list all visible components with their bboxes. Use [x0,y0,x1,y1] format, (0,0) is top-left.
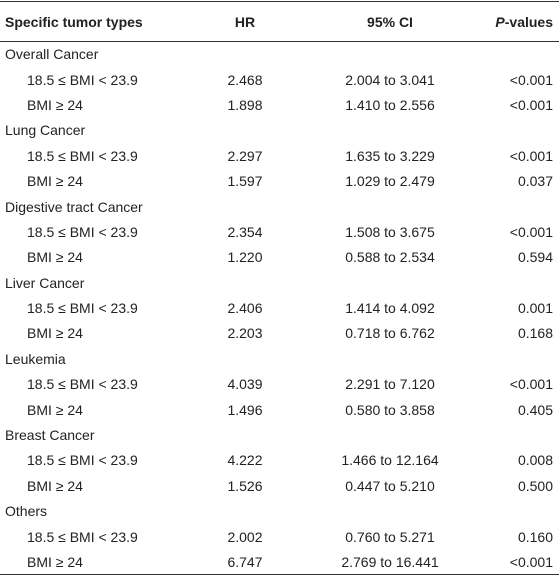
group-name: Breast Cancer [5,427,95,444]
data-row: BMI ≥ 24 2.203 0.718 to 6.762 0.168 [0,321,559,346]
hr-value: 1.597 [227,173,263,190]
hr-value: 2.002 [227,528,263,545]
p-value: <0.001 [509,553,553,570]
row-label: 18.5 ≤ BMI < 23.9 [27,71,138,88]
hr-value: 1.496 [227,401,263,418]
group-row: Others [0,499,559,524]
row-label: BMI ≥ 24 [27,173,83,190]
row-label: BMI ≥ 24 [27,249,83,266]
header-row: Specific tumor types HR 95% CI P-values [0,1,559,42]
row-label: BMI ≥ 24 [27,553,83,570]
data-row: 18.5 ≤ BMI < 23.9 4.039 2.291 to 7.120 <0.0… [0,372,559,397]
p-value: <0.001 [509,223,553,240]
group-name: Leukemia [5,350,66,367]
group-row: Lung Cancer [0,118,559,143]
ci-value: 2.004 to 3.041 [345,71,435,88]
data-row: BMI ≥ 24 1.526 0.447 to 5.210 0.500 [0,473,559,498]
group-name: Digestive tract Cancer [5,198,143,215]
group-row: Leukemia [0,346,559,371]
data-row: BMI ≥ 24 1.496 0.580 to 3.858 0.405 [0,397,559,422]
p-value: <0.001 [509,96,553,113]
p-value: 0.500 [517,477,553,494]
row-label: 18.5 ≤ BMI < 23.9 [27,452,138,469]
row-label: BMI ≥ 24 [27,325,83,342]
ci-value: 2.291 to 7.120 [345,376,435,393]
hr-value: 4.039 [227,376,263,393]
row-label: 18.5 ≤ BMI < 23.9 [27,223,138,240]
row-label: 18.5 ≤ BMI < 23.9 [27,300,138,317]
hr-value: 2.297 [227,147,263,164]
group-row: Breast Cancer [0,422,559,447]
table-body: Overall Cancer 18.5 ≤ BMI < 23.9 2.468 2.00… [0,42,559,575]
data-row: 18.5 ≤ BMI < 23.9 2.354 1.508 to 3.675 <0.0… [0,219,559,244]
header-cell: 95% CI [295,1,485,42]
p-value: 0.008 [517,452,553,469]
data-row: BMI ≥ 24 6.747 2.769 to 16.441 <0.001 [0,549,559,574]
ci-value: 0.447 to 5.210 [345,477,435,494]
group-row: Overall Cancer [0,42,559,67]
hr-value: 2.203 [227,325,263,342]
row-label: 18.5 ≤ BMI < 23.9 [27,147,138,164]
hr-value: 1.220 [227,249,263,266]
hr-value: 2.468 [227,71,263,88]
hr-value: 1.898 [227,96,263,113]
group-name: Liver Cancer [5,274,85,291]
hr-value: 4.222 [227,452,263,469]
p-value: 0.037 [517,173,553,190]
data-row: BMI ≥ 24 1.597 1.029 to 2.479 0.037 [0,168,559,193]
ci-value: 1.635 to 3.229 [345,147,435,164]
data-row: 18.5 ≤ BMI < 23.9 2.468 2.004 to 3.041 <0.0… [0,67,559,92]
header-cell: P-values [485,1,559,42]
ci-value: 0.718 to 6.762 [345,325,435,342]
p-value: 0.405 [517,401,553,418]
group-name: Lung Cancer [5,122,86,139]
header-cell: Specific tumor types [0,1,195,42]
ci-value: 1.414 to 4.092 [345,300,435,317]
p-value: 0.594 [517,249,553,266]
data-row: 18.5 ≤ BMI < 23.9 4.222 1.466 to 12.164 0.0… [0,448,559,473]
hr-value: 2.354 [227,223,263,240]
data-row: 18.5 ≤ BMI < 23.9 2.002 0.760 to 5.271 0.16… [0,524,559,549]
hr-value: 1.526 [227,477,263,494]
ci-value: 0.588 to 2.534 [345,249,435,266]
table-header: Specific tumor types HR 95% CI P-values [0,1,559,42]
ci-value: 1.466 to 12.164 [341,452,439,469]
ci-value: 1.410 to 2.556 [345,96,435,113]
row-label: 18.5 ≤ BMI < 23.9 [27,376,138,393]
p-value: <0.001 [509,376,553,393]
data-row: BMI ≥ 24 1.898 1.410 to 2.556 <0.001 [0,92,559,117]
hr-value: 2.406 [227,300,263,317]
group-name: Overall Cancer [5,46,99,63]
ci-value: 1.029 to 2.479 [345,173,435,190]
ci-value: 0.760 to 5.271 [345,528,435,545]
row-label: 18.5 ≤ BMI < 23.9 [27,528,138,545]
group-row: Digestive tract Cancer [0,194,559,219]
p-value: <0.001 [509,71,553,88]
data-row: 18.5 ≤ BMI < 23.9 2.297 1.635 to 3.229 <0.0… [0,143,559,168]
p-value: 0.168 [517,325,553,342]
group-row: Liver Cancer [0,270,559,295]
row-label: BMI ≥ 24 [27,96,83,113]
p-value: 0.160 [517,528,553,545]
group-name: Others [5,503,48,520]
p-value: <0.001 [509,147,553,164]
row-label: BMI ≥ 24 [27,401,83,418]
row-label: BMI ≥ 24 [27,477,83,494]
ci-value: 1.508 to 3.675 [345,223,435,240]
ci-value: 0.580 to 3.858 [345,401,435,418]
header-text: P-values [495,13,553,30]
hr-value: 6.747 [227,553,263,570]
header-cell: HR [195,1,295,42]
p-value: 0.001 [517,300,553,317]
ci-value: 2.769 to 16.441 [341,553,439,570]
data-row: 18.5 ≤ BMI < 23.9 2.406 1.414 to 4.092 0.00… [0,295,559,320]
data-row: BMI ≥ 24 1.220 0.588 to 2.534 0.594 [0,245,559,270]
